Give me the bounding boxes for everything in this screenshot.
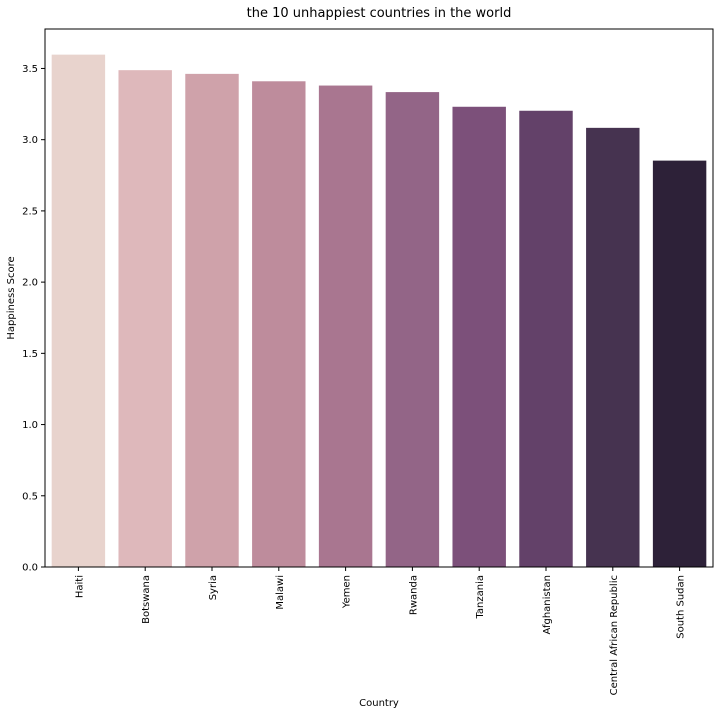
x-tick-label: Yemen <box>342 575 353 609</box>
y-tick-label: 2.5 <box>22 206 38 217</box>
bars-group <box>51 54 707 568</box>
y-tick-label: 1.5 <box>22 349 38 360</box>
bar-central-african-republic <box>586 127 640 567</box>
x-tick-label: Rwanda <box>408 575 419 615</box>
x-tick-label: South Sudan <box>676 575 687 639</box>
bar-botswana <box>118 70 172 568</box>
bar-rwanda <box>385 92 440 567</box>
x-tick-label: Haiti <box>74 575 85 598</box>
plot-frame <box>44 28 714 568</box>
bar-haiti <box>51 54 106 567</box>
bar-syria <box>185 73 239 568</box>
bar-afghanistan <box>519 110 573 567</box>
bar-south-sudan <box>652 160 707 567</box>
x-axis-ticks: Haiti Botswana Syria Malawi Yemen Rwanda Tanza… <box>74 567 687 695</box>
x-tick-label: Central African Republic <box>609 575 620 695</box>
y-tick-label: 1.0 <box>22 420 38 431</box>
x-axis-label: Country <box>359 698 399 709</box>
chart-title: the 10 unhappiest countries in the world <box>247 6 512 21</box>
x-tick-label: Afghanistan <box>542 575 553 635</box>
bar-tanzania <box>452 106 506 568</box>
y-axis-label: Happiness Score <box>6 256 17 339</box>
y-tick-label: 2.0 <box>22 278 38 289</box>
x-tick-label: Botswana <box>141 575 152 624</box>
y-tick-label: 0.5 <box>22 491 38 502</box>
bar-malawi <box>252 81 306 567</box>
y-axis-ticks: 0.0 0.5 1.0 1.5 2.0 2.5 3.0 3.5 <box>22 64 45 574</box>
x-tick-label: Malawi <box>275 575 286 610</box>
y-tick-label: 3.0 <box>22 135 38 146</box>
bar-yemen <box>318 85 373 568</box>
y-tick-label: 3.5 <box>22 64 38 75</box>
x-tick-label: Tanzania <box>475 575 486 620</box>
x-tick-label: Syria <box>208 575 219 600</box>
y-tick-label: 0.0 <box>22 563 38 574</box>
